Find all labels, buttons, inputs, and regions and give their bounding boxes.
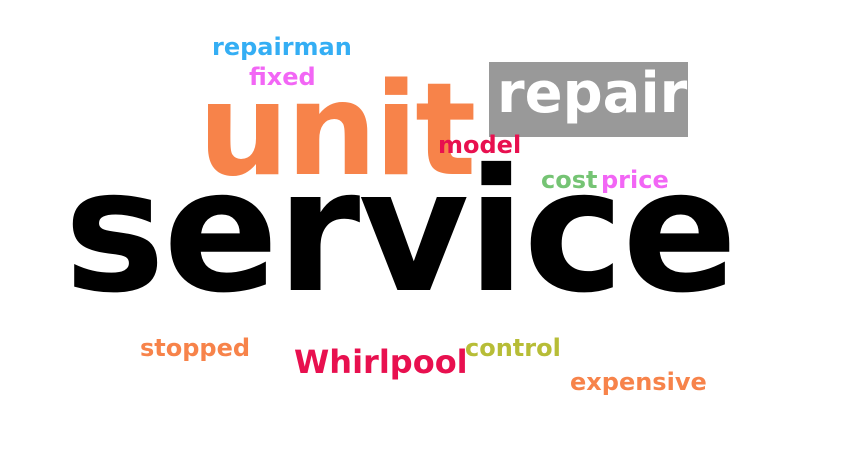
word-cost: cost <box>541 166 598 194</box>
word-unit: unit <box>198 56 476 205</box>
word-repairman: repairman <box>212 33 352 61</box>
word-service: service <box>64 133 737 331</box>
word-repair: repair <box>497 61 688 126</box>
word-control: control <box>465 334 561 362</box>
word-fixed: fixed <box>249 63 316 91</box>
word-expensive: expensive <box>570 368 707 396</box>
word-whirlpool: Whirlpool <box>294 343 468 381</box>
word-stopped: stopped <box>140 334 251 362</box>
word-price: price <box>601 166 669 194</box>
word-model: model <box>438 131 522 159</box>
word-repair-highlight <box>489 62 688 137</box>
